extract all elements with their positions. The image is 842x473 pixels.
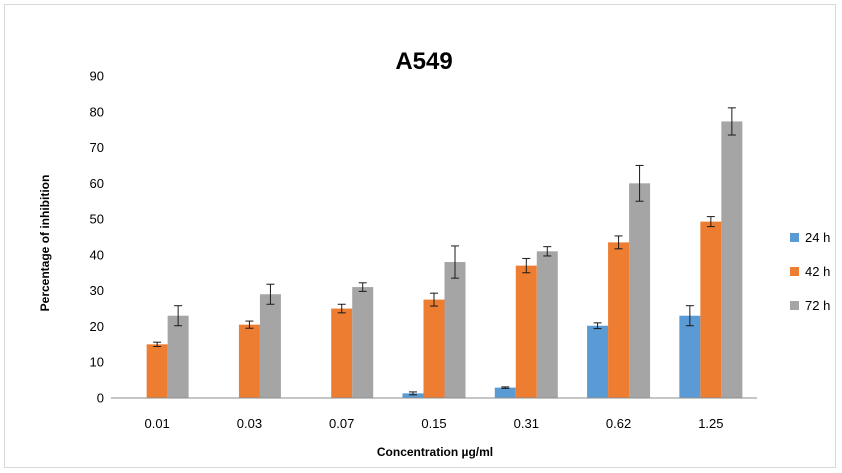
legend-swatch [790,301,799,310]
x-tick-label: 0.03 [237,416,262,431]
bars [146,121,743,398]
bar [629,183,651,398]
chart-title: A549 [395,48,452,75]
legend-swatch [790,233,799,242]
y-axis-ticks: 0 10 20 30 40 50 60 70 80 90 [90,69,104,406]
bar [423,299,445,398]
y-tick-label: 90 [90,69,104,84]
bar [352,287,374,398]
bar [331,308,353,398]
y-tick-label: 70 [90,140,104,155]
bar [536,251,558,398]
y-tick-label: 80 [90,104,104,119]
bar [608,242,630,398]
y-tick-label: 10 [90,355,104,370]
bar [259,294,281,398]
legend-swatch [790,267,799,276]
bar [587,325,609,398]
x-tick-label: 0.15 [421,416,446,431]
bar [721,121,743,398]
bar [515,265,537,398]
x-tick-label: 0.07 [329,416,354,431]
error-bars [153,107,736,396]
y-tick-label: 60 [90,176,104,191]
bar [679,315,701,398]
bar [402,393,424,398]
legend-label: 42 h [805,264,830,279]
bar [167,315,189,398]
y-tick-label: 40 [90,247,104,262]
bar [146,344,168,398]
bar [700,221,722,398]
x-axis-title: Concentration µg/ml [377,445,493,459]
y-axis-title: Percentage of inhibition [38,175,52,312]
y-tick-label: 20 [90,319,104,334]
bar [238,324,260,398]
chart-frame: A549 0 10 20 30 40 50 60 70 80 90 0.01 0.03 0.07 0.1… [4,4,836,468]
y-tick-label: 50 [90,212,104,227]
x-axis-ticks: 0.01 0.03 0.07 0.15 0.31 0.62 1.25 [144,416,723,431]
legend: 24 h 42 h 72 h [790,230,830,313]
bar [494,387,516,398]
x-tick-label: 0.31 [514,416,539,431]
bar [444,262,466,398]
legend-label: 24 h [805,230,830,245]
legend-label: 72 h [805,298,830,313]
bar-chart: A549 0 10 20 30 40 50 60 70 80 90 0.01 0.03 0.07 0.1… [38,48,830,459]
x-tick-label: 0.01 [144,416,169,431]
y-tick-label: 30 [90,283,104,298]
y-tick-label: 0 [97,391,104,406]
x-tick-label: 1.25 [698,416,723,431]
x-tick-label: 0.62 [606,416,631,431]
